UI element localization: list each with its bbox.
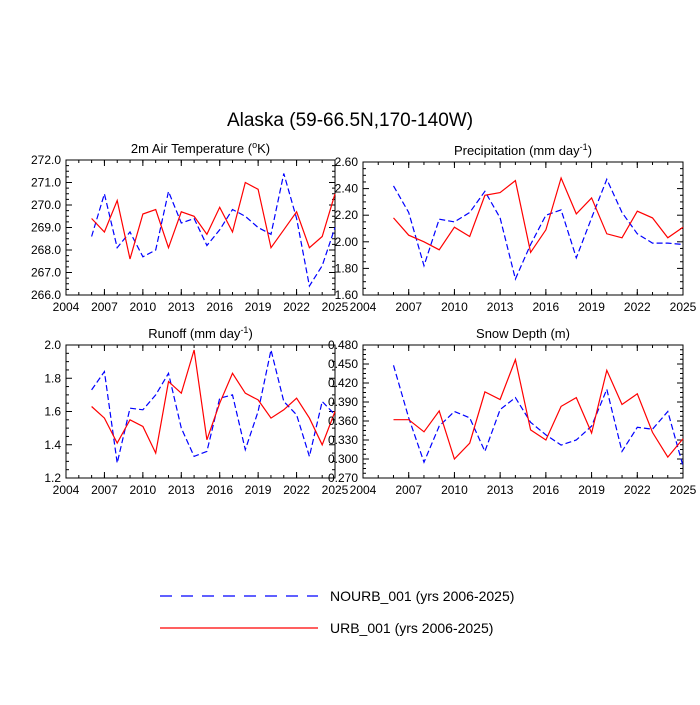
series-line-urb <box>91 181 336 260</box>
x-tick-label: 2007 <box>91 483 118 497</box>
y-tick-label: 0.300 <box>328 452 358 466</box>
y-tick-label: 1.6 <box>44 405 61 419</box>
panel-title: 2m Air Temperature (oK) <box>131 140 270 156</box>
panel-title-tail: ) <box>588 143 592 158</box>
legend-label-nourb: NOURB_001 (yrs 2006-2025) <box>330 588 514 604</box>
x-tick-label: 2022 <box>624 483 651 497</box>
x-tick-label: 2019 <box>245 300 272 314</box>
x-tick-label: 2016 <box>533 300 560 314</box>
x-tick-label: 2004 <box>350 483 377 497</box>
y-tick-label: 0.270 <box>328 471 358 485</box>
x-tick-label: 2016 <box>206 300 233 314</box>
panel-title: Snow Depth (m) <box>476 326 570 341</box>
series-line-nourb <box>91 349 336 464</box>
y-tick-label: 1.60 <box>335 288 359 302</box>
y-tick-label: 0.480 <box>328 338 358 352</box>
panel-snow: Snow Depth (m) 2004 2007 2010 2013 2016 2019 20… <box>328 326 697 497</box>
y-tick-label: 1.80 <box>335 261 359 275</box>
x-tick-label: 2004 <box>53 300 80 314</box>
panel-title: Runoff (mm day-1) <box>148 325 253 341</box>
x-tick-label: 2007 <box>395 483 422 497</box>
x-tick-label: 2007 <box>395 300 422 314</box>
y-tick-label: 268.0 <box>31 243 61 257</box>
panel-title-main: Snow Depth (m) <box>476 326 570 341</box>
x-tick-label: 2019 <box>245 483 272 497</box>
panel-title: Precipitation (mm day-1) <box>454 142 592 158</box>
y-tick-label: 1.2 <box>44 471 61 485</box>
x-tick-label: 2004 <box>350 300 377 314</box>
x-tick-label: 2016 <box>533 483 560 497</box>
panel-precip: Precipitation (mm day-1) 2004 2007 2010 2013… <box>335 142 697 314</box>
y-tick-label: 0.420 <box>328 376 358 390</box>
x-tick-label: 2019 <box>578 300 605 314</box>
x-tick-label: 2025 <box>322 483 349 497</box>
series-line-urb <box>91 349 336 456</box>
x-tick-label: 2010 <box>441 483 468 497</box>
panel-runoff: Runoff (mm day-1) 2004 2007 2010 2013 2016 201… <box>44 325 348 497</box>
panel-title-sup: o <box>252 140 257 150</box>
panel-title-sup: -1 <box>240 325 248 335</box>
x-tick-label: 2022 <box>283 483 310 497</box>
legend: NOURB_001 (yrs 2006-2025) URB_001 (yrs 20… <box>160 588 514 636</box>
plot-frame <box>362 344 684 479</box>
y-tick-label: 0.330 <box>328 433 358 447</box>
panel-title-tail: ) <box>248 326 252 341</box>
x-tick-label: 2013 <box>487 300 514 314</box>
y-tick-label: 272.0 <box>31 153 61 167</box>
panel-title-main: 2m Air Temperature ( <box>131 141 253 156</box>
x-tick-label: 2025 <box>322 300 349 314</box>
y-tick-label: 2.40 <box>335 182 359 196</box>
panel-title-tail: K) <box>257 141 270 156</box>
series-line-nourb <box>392 177 684 281</box>
series-line-urb <box>393 357 684 461</box>
y-tick-label: 269.0 <box>31 221 61 235</box>
x-tick-label: 2010 <box>130 483 157 497</box>
x-tick-label: 2010 <box>130 300 157 314</box>
x-tick-label: 2004 <box>53 483 80 497</box>
y-tick-label: 0.450 <box>328 357 358 371</box>
panels: 2m Air Temperature (oK) 2004 2007 2010 2013 2… <box>31 140 697 497</box>
x-tick-label: 2022 <box>624 300 651 314</box>
x-tick-label: 2007 <box>91 300 118 314</box>
x-tick-label: 2022 <box>283 300 310 314</box>
plot-frame <box>362 161 684 296</box>
series-line-nourb <box>91 173 336 288</box>
y-tick-label: 2.0 <box>44 338 61 352</box>
y-tick-label: 266.0 <box>31 288 61 302</box>
plot-frame <box>65 344 336 479</box>
y-tick-label: 2.60 <box>335 155 359 169</box>
legend-label-urb: URB_001 (yrs 2006-2025) <box>330 620 493 636</box>
panel-title-main: Runoff (mm day <box>148 326 241 341</box>
y-tick-label: 1.4 <box>44 438 61 452</box>
x-tick-label: 2016 <box>206 483 233 497</box>
x-tick-label: 2010 <box>441 300 468 314</box>
series-line-nourb <box>392 365 684 467</box>
panel-title-main: Precipitation (mm day <box>454 143 580 158</box>
x-tick-label: 2025 <box>670 300 697 314</box>
x-tick-label: 2019 <box>578 483 605 497</box>
x-tick-label: 2013 <box>168 300 195 314</box>
y-tick-label: 2.20 <box>335 208 359 222</box>
y-tick-label: 267.0 <box>31 266 61 280</box>
x-tick-label: 2025 <box>670 483 697 497</box>
figure-title: Alaska (59-66.5N,170-140W) <box>227 110 473 131</box>
y-tick-label: 1.8 <box>44 371 61 385</box>
panel-title-sup: -1 <box>580 142 588 152</box>
series-line-urb <box>393 176 684 254</box>
y-tick-label: 2.00 <box>335 235 359 249</box>
y-tick-label: 271.0 <box>31 176 61 190</box>
x-tick-label: 2013 <box>168 483 195 497</box>
y-tick-label: 0.390 <box>328 395 358 409</box>
x-tick-label: 2013 <box>487 483 514 497</box>
panel-temp: 2m Air Temperature (oK) 2004 2007 2010 2013 2… <box>31 140 349 314</box>
y-tick-label: 270.0 <box>31 198 61 212</box>
y-tick-label: 0.360 <box>328 414 358 428</box>
